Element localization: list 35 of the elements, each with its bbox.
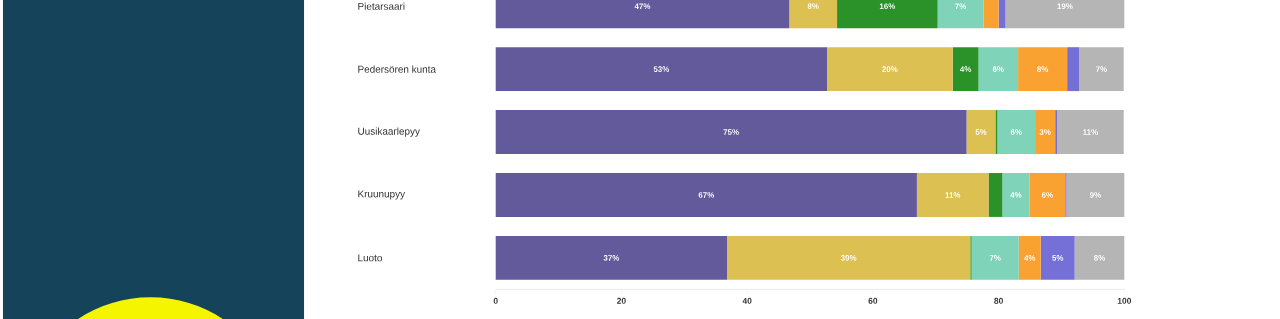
bar [971,235,1019,280]
bar [1079,47,1124,91]
bar [495,47,827,91]
bar [826,47,953,91]
bar [727,235,971,280]
bar [1002,172,1030,217]
bar [966,109,996,154]
bar [1018,47,1068,91]
bar [978,47,1019,91]
y-tick-label: Pietarsaari [358,2,405,10]
bar [1067,47,1080,91]
bar [1029,172,1066,217]
bar [495,109,967,154]
bar [1074,235,1125,280]
y-tick-label: Uusikaarlepyy [358,127,420,137]
x-tick-label: 40 [742,297,752,304]
bar [1066,172,1125,217]
y-tick-label: Kruunupyy [358,190,406,200]
x-tick-label: 60 [868,297,878,304]
y-tick-label: Pedersören kunta [358,65,436,73]
bar [916,172,989,217]
bar [495,172,917,217]
x-tick-label: 100 [1117,297,1132,304]
bar [1040,235,1075,280]
x-tick-label: 0 [493,297,498,304]
bar [1018,235,1041,280]
x-tick-label: 80 [994,297,1003,304]
bar [952,47,979,91]
y-tick-label: Luoto [358,254,382,262]
x-tick-label: 20 [617,297,626,304]
bar [988,172,1003,217]
bar [997,109,1036,154]
bar [1057,109,1124,154]
bar [1035,109,1056,154]
bar [495,235,728,280]
